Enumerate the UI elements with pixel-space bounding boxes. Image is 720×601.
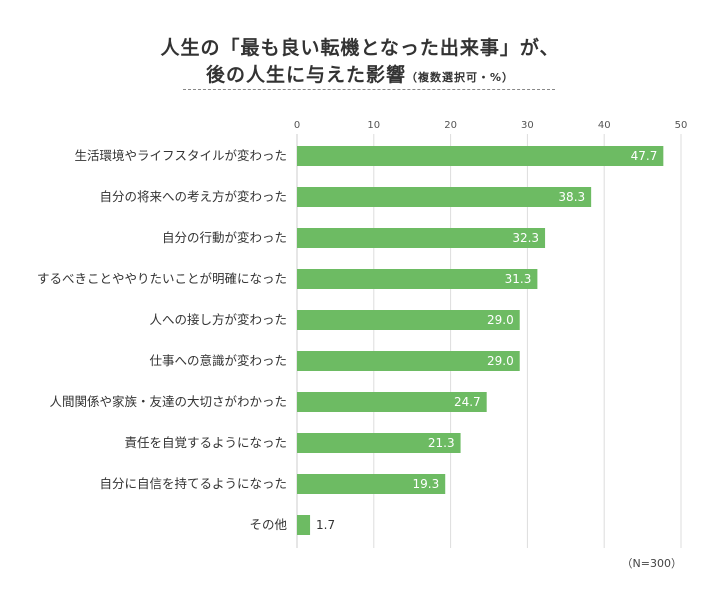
bar bbox=[297, 351, 520, 371]
category-label: 仕事への意識が変わった bbox=[149, 353, 287, 368]
x-tick-label: 30 bbox=[521, 120, 534, 131]
category-label: 人間関係や家族・友達の大切さがわかった bbox=[49, 394, 287, 409]
bar bbox=[297, 515, 311, 535]
category-label: 生活環境やライフスタイルが変わった bbox=[74, 148, 287, 163]
chart-title-note: （複数選択可・%） bbox=[405, 71, 515, 84]
x-tick-label: 50 bbox=[675, 120, 688, 131]
data-label: 32.3 bbox=[512, 231, 539, 245]
data-label: 1.7 bbox=[316, 518, 335, 532]
x-tick-label: 20 bbox=[444, 120, 457, 131]
category-label: 人への接し方が変わった bbox=[149, 312, 287, 327]
data-label: 24.7 bbox=[454, 395, 481, 409]
data-label: 29.0 bbox=[487, 354, 514, 368]
category-label: その他 bbox=[249, 517, 287, 532]
chart-title-line2: 後の人生に与えた影響（複数選択可・%） bbox=[0, 60, 720, 87]
chart-title-main: 後の人生に与えた影響 bbox=[205, 64, 406, 86]
category-label: 自分の将来への考え方が変わった bbox=[99, 189, 287, 204]
title-divider bbox=[183, 89, 555, 90]
bar bbox=[297, 392, 487, 412]
category-label: するべきことややりたいことが明確になった bbox=[37, 271, 287, 286]
x-tick-label: 40 bbox=[598, 120, 611, 131]
bar bbox=[297, 187, 592, 207]
bar bbox=[297, 433, 461, 453]
bar bbox=[297, 146, 664, 166]
bar bbox=[297, 228, 546, 248]
chart-title-line1: 人生の「最も良い転機となった出来事」が、 bbox=[160, 37, 560, 59]
data-label: 31.3 bbox=[505, 272, 532, 286]
bar bbox=[297, 310, 520, 330]
bar bbox=[297, 269, 538, 289]
data-label: 21.3 bbox=[428, 436, 455, 450]
data-label: 47.7 bbox=[631, 149, 658, 163]
bar bbox=[297, 474, 446, 494]
data-label: 29.0 bbox=[487, 313, 514, 327]
sample-size-note: （N=300） bbox=[621, 557, 682, 570]
category-label: 責任を自覚するようになった bbox=[124, 435, 287, 450]
data-label: 19.3 bbox=[413, 477, 440, 491]
x-tick-label: 10 bbox=[367, 120, 380, 131]
x-tick-label: 0 bbox=[294, 120, 300, 131]
data-label: 38.3 bbox=[558, 190, 585, 204]
category-label: 自分に自信を持てるようになった bbox=[99, 476, 287, 491]
category-label: 自分の行動が変わった bbox=[162, 230, 287, 245]
